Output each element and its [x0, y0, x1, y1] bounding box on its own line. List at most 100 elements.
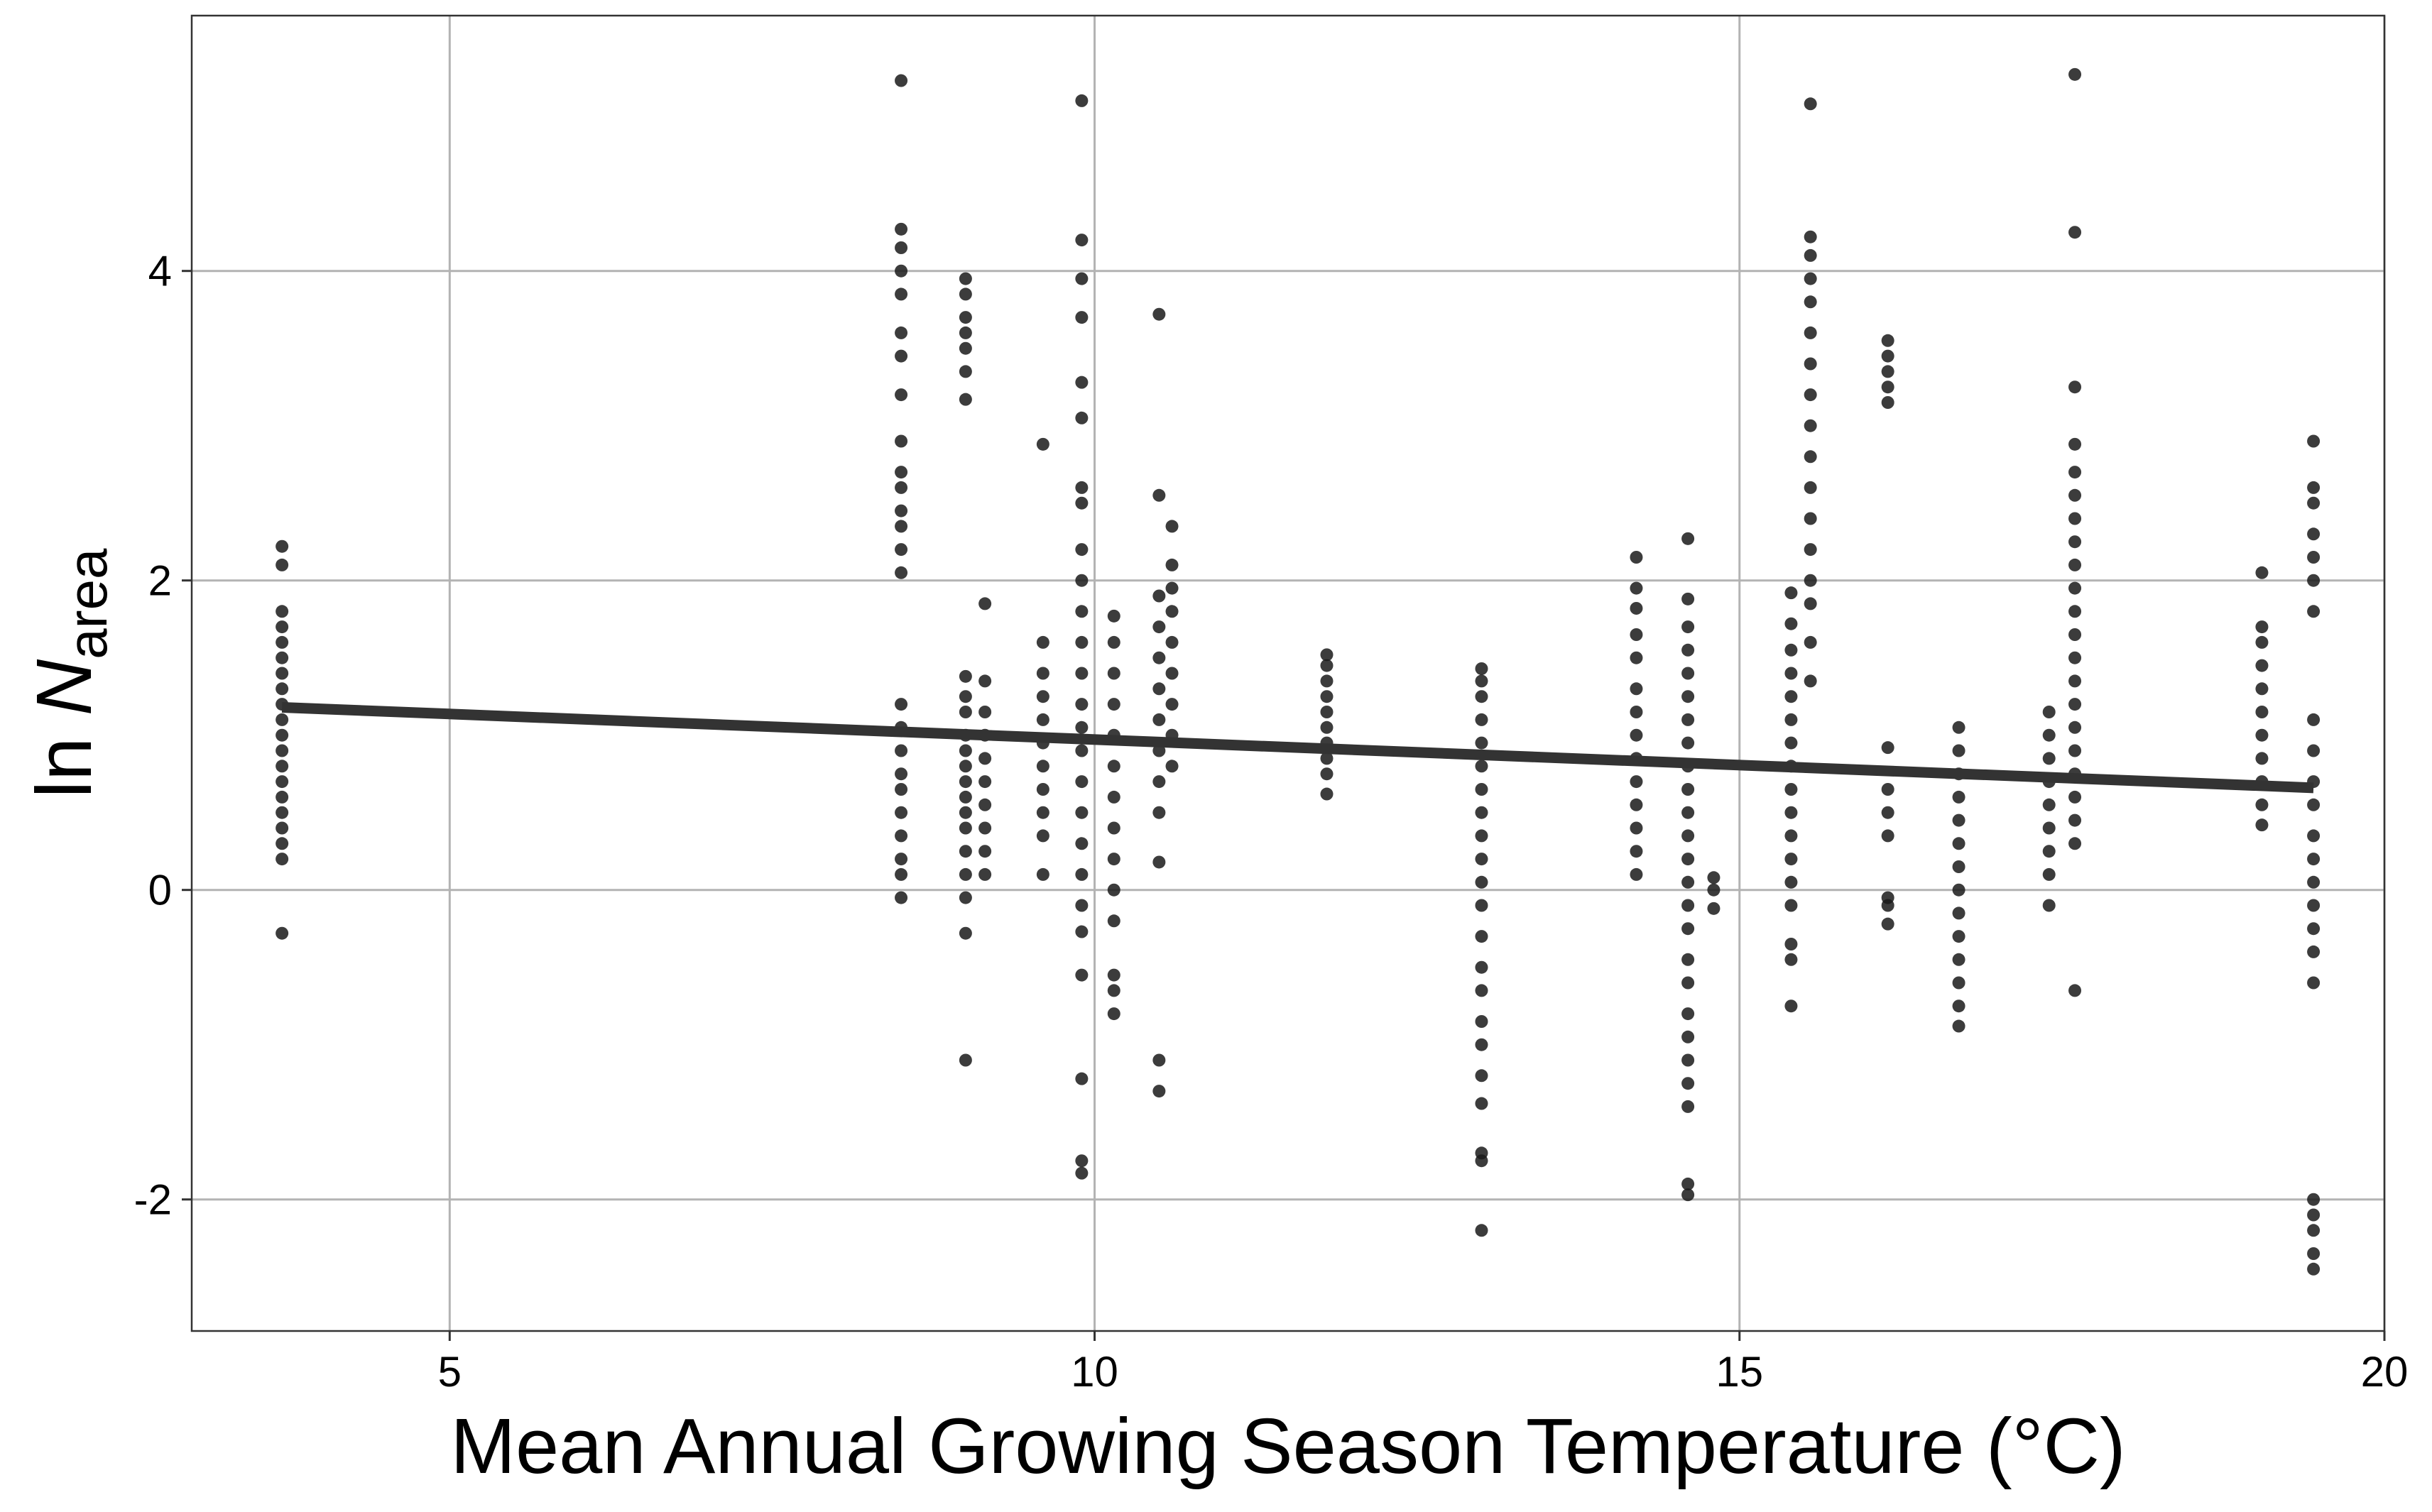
data-point [1681, 1188, 1695, 1202]
data-point [1036, 690, 1049, 703]
y-axis-title-symbol: N [21, 659, 108, 716]
data-point [1075, 721, 1089, 734]
data-point [276, 620, 289, 634]
data-point [1107, 984, 1120, 997]
data-point [1804, 481, 1817, 494]
data-point [1165, 698, 1179, 711]
data-point [1630, 867, 1643, 881]
data-point [1881, 365, 1894, 378]
data-point [1630, 682, 1643, 696]
data-point [1804, 357, 1817, 371]
data-point [1681, 1177, 1695, 1190]
data-point [1107, 914, 1120, 928]
data-point [1475, 930, 1488, 943]
data-point [2255, 752, 2269, 765]
data-point [1881, 396, 1894, 409]
data-point [1036, 806, 1049, 819]
data-point [1784, 736, 1798, 750]
data-point [1165, 558, 1179, 571]
x-tick-label: 20 [2361, 1348, 2409, 1396]
data-point [1681, 922, 1695, 936]
data-point [959, 845, 972, 858]
data-point [2255, 620, 2269, 634]
data-point [1475, 760, 1488, 773]
data-point [2307, 1262, 2321, 1276]
data-point [1784, 953, 1798, 966]
data-point [1952, 999, 1965, 1013]
x-axis-title: Mean Annual Growing Season Temperature (… [450, 1403, 2125, 1490]
data-point [1681, 976, 1695, 990]
data-point [1152, 651, 1166, 664]
data-point [1165, 581, 1179, 595]
data-point [1075, 899, 1089, 912]
data-point [1681, 1100, 1695, 1113]
data-point [2307, 945, 2321, 958]
data-point [1075, 806, 1089, 819]
y-axis-title: ln Narea [21, 548, 119, 798]
x-axis-ticks: 5 10 15 20 [438, 1331, 2409, 1396]
data-point [1952, 883, 1965, 897]
data-point [1804, 419, 1817, 432]
data-point [2068, 790, 2082, 804]
data-point [1804, 248, 1817, 262]
data-point [2068, 437, 2082, 451]
data-point [1075, 481, 1089, 494]
data-point [895, 829, 908, 843]
data-point [895, 466, 908, 479]
data-point [276, 821, 289, 835]
data-point [1804, 230, 1817, 243]
data-point [1784, 713, 1798, 726]
data-point [1152, 1053, 1166, 1067]
data-point [1075, 272, 1089, 285]
data-point [1475, 736, 1488, 750]
y-tick-label: 0 [148, 867, 172, 914]
trend-line [281, 701, 2314, 794]
data-point [978, 845, 992, 858]
data-point [978, 752, 992, 765]
data-point [2068, 512, 2082, 525]
data-point [959, 790, 972, 804]
data-point [1475, 1224, 1488, 1237]
data-point [1804, 512, 1817, 525]
data-point [2068, 984, 2082, 997]
data-point [1075, 775, 1089, 789]
data-point [959, 326, 972, 339]
data-point [1036, 635, 1049, 649]
data-point [276, 837, 289, 850]
data-points [276, 67, 2321, 1276]
data-point [1881, 891, 1894, 904]
data-point [2068, 605, 2082, 618]
data-point [1630, 628, 1643, 641]
data-point [1784, 938, 1798, 951]
data-point [2307, 481, 2321, 494]
data-point [1075, 1154, 1089, 1168]
data-point [1320, 674, 1334, 688]
plot-panel-border [190, 14, 2386, 1332]
data-point [1165, 605, 1179, 618]
data-point [276, 926, 289, 940]
data-point [959, 926, 972, 940]
data-point [1881, 783, 1894, 796]
data-point [2255, 659, 2269, 672]
data-point [1152, 855, 1166, 869]
data-point [2307, 922, 2321, 936]
data-point [1036, 713, 1049, 726]
data-point [276, 651, 289, 664]
data-point [1075, 1072, 1089, 1085]
data-point [1681, 1053, 1695, 1067]
data-point [895, 504, 908, 517]
data-point [1107, 698, 1120, 711]
data-point [2042, 845, 2056, 858]
data-point [959, 775, 972, 789]
data-point [895, 481, 908, 494]
data-point [1681, 1030, 1695, 1043]
data-point [1075, 925, 1089, 938]
data-point [1107, 1007, 1120, 1021]
data-point [1107, 883, 1120, 897]
data-point [1320, 706, 1334, 718]
data-point [1036, 783, 1049, 796]
data-point [895, 566, 908, 579]
data-point [2042, 821, 2056, 835]
data-point [276, 713, 289, 726]
